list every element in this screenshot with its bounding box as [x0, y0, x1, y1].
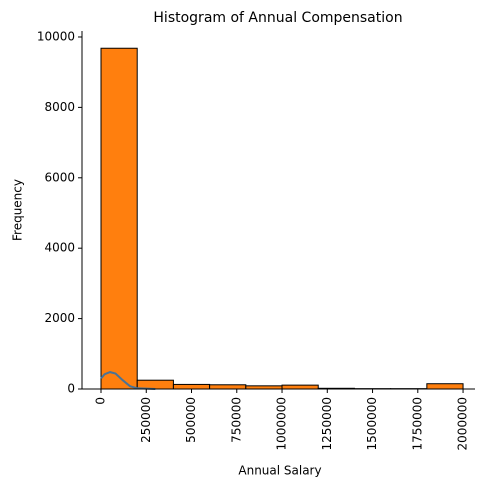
- x-tick-label: 2000000: [456, 397, 470, 450]
- y-tick-label: 8000: [44, 100, 75, 114]
- x-tick-label: 750000: [229, 397, 243, 443]
- bar: [101, 48, 137, 389]
- x-tick-label: 0: [94, 397, 108, 405]
- x-tick-label: 1750000: [410, 397, 424, 450]
- y-tick-label: 0: [67, 382, 75, 396]
- y-tick-label: 10000: [37, 29, 75, 43]
- y-tick-label: 2000: [44, 311, 75, 325]
- bar: [210, 385, 246, 389]
- x-axis-label: Annual Salary: [238, 464, 321, 478]
- x-tick-label: 1250000: [320, 397, 334, 450]
- bar: [173, 384, 209, 389]
- y-axis-label: Frequency: [11, 179, 25, 241]
- y-tick-label: 6000: [44, 170, 75, 184]
- chart-title: Histogram of Annual Compensation: [153, 10, 402, 26]
- x-tick-label: 1000000: [275, 397, 289, 450]
- x-tick-label: 250000: [139, 397, 153, 443]
- x-tick-label: 500000: [184, 397, 198, 443]
- x-tick-label: 1500000: [365, 397, 379, 450]
- bar: [282, 385, 318, 389]
- y-tick-label: 4000: [44, 241, 75, 255]
- bar: [427, 384, 463, 389]
